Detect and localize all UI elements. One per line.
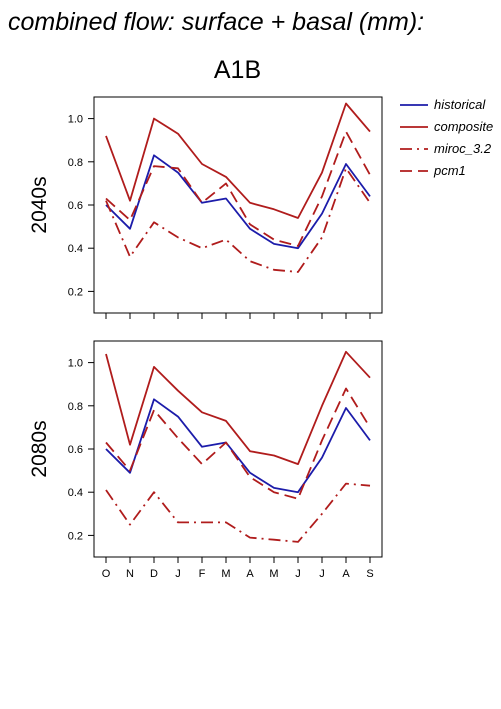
panel-2080s-label: 2080s xyxy=(28,420,51,477)
panel-2040s-ytick-label: 0.8 xyxy=(68,157,83,169)
legend-label-pcm1: pcm1 xyxy=(433,163,466,178)
panel-2080s-series-composite xyxy=(105,350,371,466)
xtick-label: F xyxy=(199,568,206,580)
xtick-label: A xyxy=(246,568,254,580)
panel-2040s-ytick-label: 0.6 xyxy=(68,200,83,212)
panel-2080s-ytick-label: 1.0 xyxy=(68,358,83,370)
panel-2040s-label: 2040s xyxy=(28,176,51,233)
panel-2080s-series-historical xyxy=(105,398,371,494)
panel-2080s-ytick-label: 0.2 xyxy=(68,530,83,542)
xtick-label: S xyxy=(366,568,373,580)
xtick-label: M xyxy=(269,568,278,580)
xtick-label: J xyxy=(295,568,301,580)
panel-2040s-series-historical xyxy=(105,154,371,250)
xtick-label: N xyxy=(126,568,134,580)
xtick-label: M xyxy=(221,568,230,580)
xtick-label: O xyxy=(102,568,111,580)
panel-2080s-ytick-label: 0.4 xyxy=(68,487,83,499)
xtick-label: A xyxy=(342,568,350,580)
scenario-title: A1B xyxy=(213,56,262,84)
legend-label-historical: historical xyxy=(434,97,486,112)
panel-2080s-series-pcm1 xyxy=(105,387,371,500)
panel-2040s-series-pcm1 xyxy=(105,130,371,247)
panel-2040s-ytick-label: 1.0 xyxy=(68,114,83,126)
panel-2040s-ytick-label: 0.4 xyxy=(68,243,83,255)
panel-2080s-series-miroc_3.2 xyxy=(105,482,371,543)
legend-label-composite: composite xyxy=(434,119,493,134)
xtick-label: J xyxy=(319,568,325,580)
panel-2080s-ytick-label: 0.6 xyxy=(68,444,83,456)
panel-2040s-series-composite xyxy=(105,102,371,219)
legend-label-miroc_3.2: miroc_3.2 xyxy=(434,141,492,156)
panel-2040s-series-miroc_3.2 xyxy=(105,167,371,273)
xtick-label: J xyxy=(175,568,181,580)
panel-2040s-ytick-label: 0.2 xyxy=(68,286,83,298)
figure-title: combined flow: surface + basal (mm): xyxy=(8,8,425,36)
xtick-label: D xyxy=(150,568,158,580)
panel-2080s-ytick-label: 0.8 xyxy=(68,401,83,413)
